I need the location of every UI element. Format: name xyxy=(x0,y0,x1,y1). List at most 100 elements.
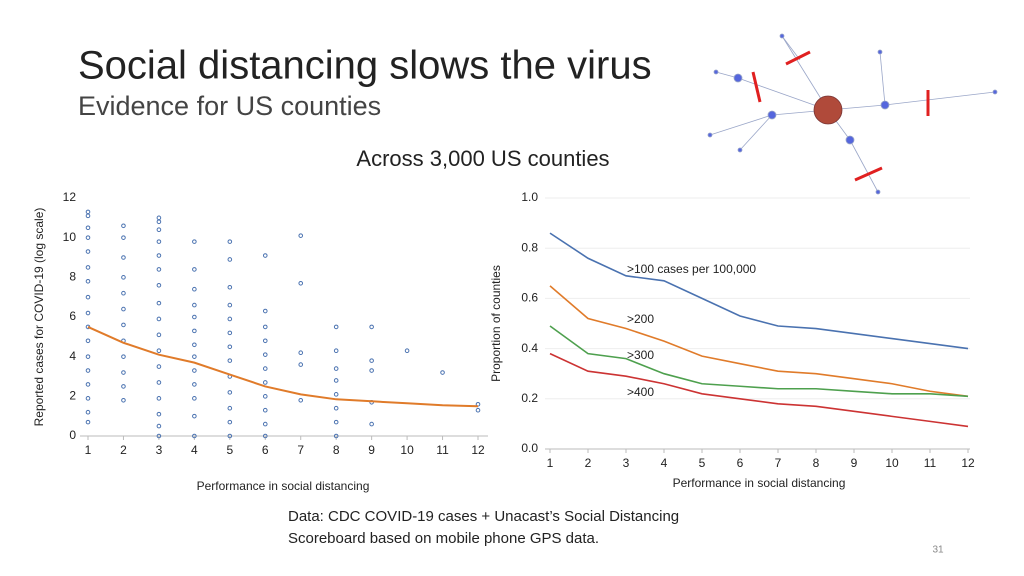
x-axis-title: Performance in social distancing xyxy=(673,476,846,490)
scatter-point xyxy=(121,398,126,403)
scatter-point xyxy=(121,290,126,296)
series-label: >200 xyxy=(627,312,654,326)
scatter-point xyxy=(121,223,126,229)
series-line xyxy=(549,325,969,398)
scatter-point xyxy=(262,253,268,258)
x-tick-label: 1 xyxy=(547,456,554,470)
x-tick-label: 4 xyxy=(191,443,198,457)
y-tick-label: 12 xyxy=(63,190,77,204)
x-tick-label: 1 xyxy=(85,443,92,457)
scatter-point xyxy=(227,330,233,336)
scatter-point xyxy=(369,358,374,363)
x-tick-label: 7 xyxy=(775,456,782,470)
scatter-point xyxy=(156,411,162,417)
scatter-point xyxy=(262,352,268,357)
caption: Across 3,000 US counties xyxy=(356,146,609,171)
scatter-point xyxy=(192,342,197,348)
y-tick-label: 0 xyxy=(69,428,76,442)
scatter-point xyxy=(227,239,233,244)
scatter-point xyxy=(227,390,233,395)
scatter-point xyxy=(85,294,91,300)
scatter-point xyxy=(404,348,410,354)
scatter-point xyxy=(262,366,268,371)
scatter-point xyxy=(156,396,162,401)
scatter-point xyxy=(192,382,197,387)
y-tick-label: 4 xyxy=(69,349,76,363)
line-chart: 0.00.20.40.60.81.01 2 3 4 5 6 7 8 9 10 11 12Perform… xyxy=(489,190,975,490)
y-tick-label: 0.2 xyxy=(521,391,538,405)
y-tick-label: 6 xyxy=(69,309,76,323)
scatter-point xyxy=(85,265,91,270)
scatter-point xyxy=(85,209,91,215)
scatter-point xyxy=(333,378,339,383)
scatter-point xyxy=(121,275,126,280)
page-number: 31 xyxy=(932,545,944,556)
x-tick-label: 4 xyxy=(661,456,668,470)
scatter-point xyxy=(298,233,304,238)
scatter-point xyxy=(156,253,162,258)
scatter-point xyxy=(369,324,374,330)
scatter-point xyxy=(192,302,197,308)
x-tick-label: 6 xyxy=(737,456,744,470)
scatter-point xyxy=(333,348,339,354)
y-tick-label: 0.4 xyxy=(521,341,538,355)
scatter-point xyxy=(369,368,374,373)
scatter-point xyxy=(85,235,91,240)
x-tick-label: 3 xyxy=(623,456,630,470)
scatter-point xyxy=(227,344,233,350)
footer-line: Data: CDC COVID-19 cases + Unacast’s Soc… xyxy=(288,508,679,525)
scatter-point xyxy=(192,267,197,272)
network-graphic xyxy=(707,33,998,195)
scatter-point xyxy=(227,284,233,290)
scatter-point xyxy=(156,219,162,225)
scatter-point xyxy=(121,322,126,328)
x-tick-label: 8 xyxy=(333,443,340,457)
scatter-point xyxy=(156,364,162,369)
x-tick-label: 5 xyxy=(699,456,706,470)
scatter-point xyxy=(85,225,91,231)
scatter-point xyxy=(227,433,233,439)
x-tick-label: 7 xyxy=(297,443,304,457)
scatter-point xyxy=(121,354,126,359)
x-tick-label: 2 xyxy=(120,443,127,457)
x-tick-label: 10 xyxy=(400,443,414,457)
scatter-point xyxy=(156,239,162,244)
scatter-point xyxy=(156,380,162,385)
scatter-point xyxy=(262,338,268,344)
scatter-point xyxy=(85,338,91,344)
scatter-point xyxy=(121,235,126,240)
x-tick-label: 11 xyxy=(924,456,937,470)
scatter-point xyxy=(262,433,268,439)
scatter-point xyxy=(85,310,91,316)
series-line xyxy=(549,352,969,428)
y-tick-label: 2 xyxy=(69,389,76,403)
scatter-point xyxy=(156,316,162,322)
scatter-point xyxy=(298,398,304,403)
scatter-point xyxy=(192,433,197,439)
scatter-point xyxy=(192,328,197,334)
scatter-point xyxy=(192,239,197,244)
scatter-point xyxy=(85,419,91,425)
scatter-point xyxy=(262,380,268,385)
scatter-point xyxy=(156,215,162,221)
y-tick-label: 10 xyxy=(63,230,77,244)
slide-title: Social distancing slows the virus xyxy=(78,44,652,88)
scatter-point xyxy=(475,407,481,413)
scatter-point xyxy=(333,419,339,425)
scatter-point xyxy=(440,370,445,375)
scatter-point xyxy=(227,405,233,411)
scatter-point xyxy=(85,396,91,401)
scatter-point xyxy=(227,302,233,308)
scatter-point xyxy=(85,249,91,254)
scatter-point xyxy=(156,282,162,288)
scatter-point xyxy=(298,362,304,367)
scatter-point xyxy=(121,255,126,260)
scatter-point xyxy=(156,423,162,429)
y-tick-label: 1.0 xyxy=(521,190,538,204)
y-axis-title: Reported cases for COVID-19 (log scale) xyxy=(32,208,46,427)
scatter-point xyxy=(85,279,91,284)
scatter-point xyxy=(192,286,197,292)
y-tick-label: 0.8 xyxy=(521,240,538,254)
scatter-point xyxy=(156,300,162,306)
